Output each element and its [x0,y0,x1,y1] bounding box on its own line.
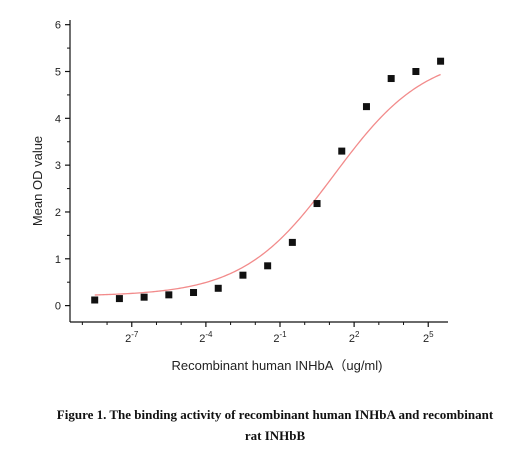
x-tick-exponent: -7 [131,330,139,339]
x-tick-base: 2 [423,333,429,345]
data-point [313,200,321,208]
x-tick-base: 2 [199,333,205,345]
data-point [140,293,148,301]
data-point [437,57,445,65]
caption-line-1: Figure 1. The binding activity of recomb… [56,407,494,422]
x-tick-exponent: -4 [205,330,213,339]
x-tick-label: 2-1 [273,330,287,345]
x-tick-base: 2 [349,333,355,345]
y-axis-title: Mean OD value [30,136,45,226]
x-tick-label: 22 [349,330,360,345]
y-tick-label: 2 [55,207,61,219]
data-point [214,284,222,292]
data-point [387,75,395,83]
x-tick-label: 25 [423,330,434,345]
data-point [362,103,370,111]
caption-line-2: rat INHbB [244,428,306,443]
data-point [338,147,346,155]
y-tick-label: 3 [55,160,61,172]
x-tick-base: 2 [125,333,131,345]
y-tick-label: 5 [55,67,61,79]
x-tick-label: 2-7 [125,330,139,345]
y-tick-label: 0 [55,301,61,313]
x-tick-exponent: 5 [429,330,434,339]
fit-curve-layer [94,73,441,296]
y-tick-label: 1 [55,254,61,266]
x-tick-label: 2-4 [199,330,213,345]
axes [65,20,448,327]
data-points [91,57,445,304]
y-tick-label: 4 [55,113,61,125]
data-point [91,296,99,304]
x-axis-title: Recombinant human INHbA（ug/ml) [172,358,383,373]
x-tick-exponent: -1 [280,330,288,339]
data-point [412,68,420,76]
data-point [165,291,173,299]
data-point [115,295,123,303]
data-point [288,238,296,246]
fit-curve [94,73,441,296]
data-point [264,262,272,270]
x-tick-base: 2 [273,333,279,345]
figure-caption: Figure 1. The binding activity of recomb… [40,404,510,446]
y-tick-label: 6 [55,20,61,32]
data-point [190,289,198,297]
data-point [239,271,247,279]
x-tick-exponent: 2 [355,330,360,339]
